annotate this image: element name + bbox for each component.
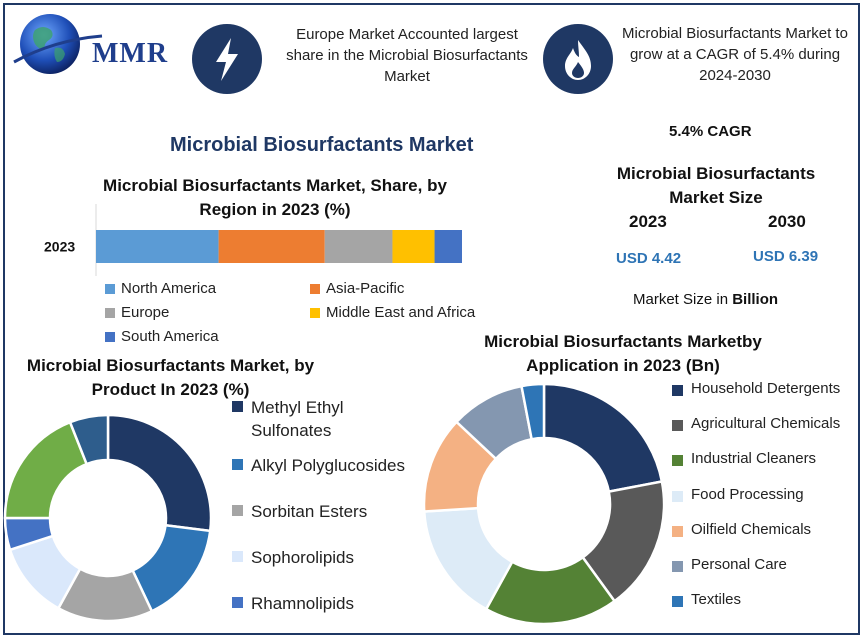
product-slice-methyl-ethyl-sulfonates [106, 413, 213, 533]
product-legend-item-sorbitan-esters: Sorbitan Esters [232, 500, 422, 523]
application-slice-textiles [520, 384, 546, 441]
unit-note: Market Size in Billion [633, 291, 778, 308]
legend-label: Alkyl Polyglucosides [251, 456, 406, 475]
year-2030-label: 2030 [768, 212, 806, 231]
legend-label: Oilfield Chemicals [691, 520, 812, 538]
legend-swatch [232, 459, 243, 470]
legend-item-asia-pacific: Asia-Pacific [310, 280, 404, 297]
lightning-icon [216, 38, 238, 81]
application-legend-item-oilfield-chemicals: Oilfield Chemicals [672, 521, 811, 538]
legend-swatch [310, 307, 320, 318]
legend-swatch [232, 597, 243, 608]
region-bar-chart: 2023 [44, 204, 462, 276]
lightning-badge [192, 24, 262, 94]
legend-label: Rhamnolipids [251, 594, 354, 613]
bar-segment-asia-pacific [218, 230, 325, 263]
legend-label: Asia-Pacific [326, 280, 405, 297]
application-chart-title: Microbial Biosurfactants Marketby Applic… [484, 332, 762, 375]
application-legend-item-industrial-cleaners: Industrial Cleaners [672, 450, 816, 467]
flame-icon [565, 40, 591, 80]
product-legend-item-rhamnolipids: Rhamnolipids [232, 592, 422, 615]
header-fact-cagr: Microbial Biosurfactants Market to grow … [622, 25, 848, 84]
legend-swatch [672, 561, 683, 572]
region-category-label: 2023 [44, 239, 75, 255]
legend-label: Agricultural Chemicals [691, 415, 841, 433]
legend-swatch [105, 283, 115, 294]
legend-label: North America [121, 280, 217, 297]
product-legend-item-alkyl-polyglucosides: Alkyl Polyglucosides [232, 454, 422, 477]
product-slice-unlabeled-5 [3, 420, 89, 520]
legend-item-north-america: North America [105, 280, 216, 297]
legend-swatch [672, 420, 683, 432]
product-legend-item-methyl-ethyl-sulfonates: Methyl Ethyl Sulfonates [232, 396, 422, 442]
header-fact-europe: Europe Market Accounted largest share in… [286, 26, 528, 85]
legend-label: Industrial Cleaners [691, 450, 817, 468]
unit-note-unit: Billion [732, 291, 779, 308]
legend-swatch [672, 455, 683, 467]
product-slice-unlabeled-6 [68, 413, 110, 466]
application-slice-household-detergents [542, 384, 664, 494]
flame-badge [543, 24, 613, 94]
application-legend-item-personal-care: Personal Care [672, 556, 787, 573]
value-2023: USD 4.42 [616, 250, 682, 267]
brand-logo-text: MMR [92, 38, 169, 69]
globe-logo-icon [13, 14, 103, 74]
legend-label: Methyl Ethyl Sulfonates [251, 398, 344, 440]
bar-segment-europe [324, 230, 393, 263]
region-chart-title: Microbial Biosurfactants Market, Share, … [103, 176, 447, 219]
bar-segment-south-america [434, 230, 462, 263]
product-legend: Methyl Ethyl Sulfonates Alkyl Polyglucosi… [232, 396, 432, 616]
legend-swatch [232, 401, 243, 412]
legend-label: Europe [121, 304, 170, 321]
application-legend-item-household-detergents: Household Detergents [672, 380, 840, 397]
product-chart-title: Microbial Biosurfactants Market, by Prod… [26, 356, 315, 399]
region-legend: North America Asia-Pacific Europe Middle Ea… [105, 280, 505, 350]
application-donut-chart [422, 384, 666, 626]
legend-item-south-america: South America [105, 328, 219, 345]
main-title: Microbial Biosurfactants Market [170, 134, 474, 156]
legend-label: Middle East and Africa [326, 304, 476, 321]
application-legend-item-textiles: Textiles [672, 591, 741, 608]
legend-swatch [672, 596, 683, 608]
legend-label: Sorbitan Esters [251, 502, 368, 521]
legend-swatch [105, 331, 115, 342]
market-size-title: Microbial Biosurfactants Market Size [616, 164, 816, 207]
legend-swatch [232, 551, 243, 562]
legend-label: Personal Care [691, 556, 787, 573]
bar-segment-north-america [96, 230, 219, 263]
application-legend-item-agricultural-chemicals: Agricultural Chemicals [672, 415, 840, 432]
legend-label: Sophorolipids [251, 548, 355, 567]
legend-label: Food Processing [691, 485, 804, 503]
legend-swatch [232, 505, 243, 516]
legend-swatch [105, 307, 115, 318]
legend-swatch [310, 283, 320, 294]
application-legend: Household Detergents Agricultural Chemica… [672, 380, 857, 620]
legend-label: Household Detergents [691, 380, 841, 397]
unit-note-prefix: Market Size in [633, 291, 733, 308]
legend-item-europe: Europe [105, 304, 169, 321]
bar-segment-middle-east-and-africa [392, 230, 435, 263]
legend-swatch [672, 385, 683, 396]
legend-label: Textiles [691, 591, 742, 609]
outer-frame [3, 3, 860, 635]
product-legend-item-sophorolipids: Sophorolipids [232, 546, 422, 569]
legend-swatch [672, 525, 683, 537]
legend-item-middle-east-and-africa: Middle East and Africa [310, 304, 475, 321]
cagr-label: 5.4% CAGR [669, 123, 752, 140]
application-legend-item-food-processing: Food Processing [672, 486, 804, 503]
year-2023-label: 2023 [629, 212, 667, 231]
legend-swatch [672, 490, 683, 502]
legend-label: South America [121, 328, 219, 345]
value-2030: USD 6.39 [753, 248, 819, 265]
product-donut-chart [3, 413, 213, 623]
